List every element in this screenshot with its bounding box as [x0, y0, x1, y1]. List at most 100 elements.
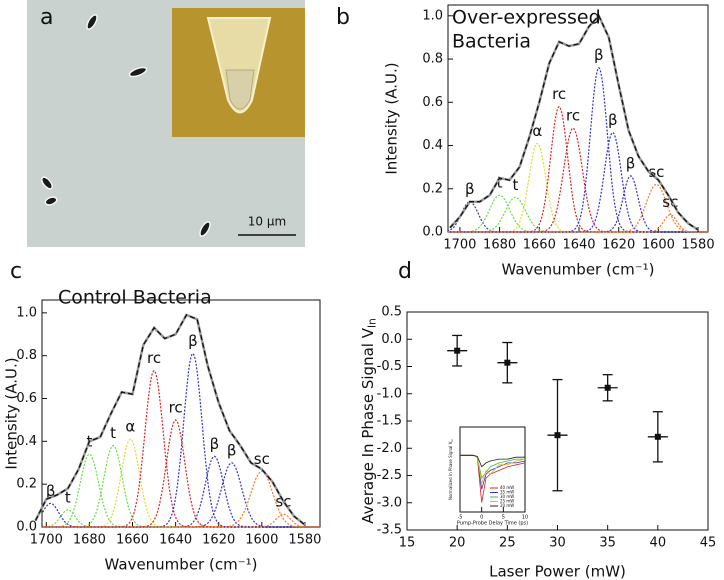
x-axis-label: Wavenumber (cm⁻¹): [502, 261, 655, 279]
legend-label: 20 mW: [500, 503, 514, 508]
y-tick-label: 0.0: [381, 332, 402, 347]
bacterium: [44, 196, 58, 206]
chart-title: Bacteria: [452, 31, 531, 53]
x-tick-label: 1600: [642, 238, 675, 253]
y-tick-label: 0.8: [16, 348, 37, 363]
peak-label: rc: [147, 349, 161, 367]
bacterium: [41, 176, 53, 190]
tube: [206, 17, 272, 114]
peak-label: β: [626, 154, 636, 172]
peak-label: β: [227, 441, 237, 459]
y-tick-label: 0.2: [422, 181, 443, 196]
bacterium: [199, 221, 211, 237]
y-tick-label: -2.0: [377, 441, 402, 456]
y-tick-label: 0.0: [16, 520, 37, 535]
panel-label: d: [398, 259, 412, 284]
series-line: [460, 454, 526, 484]
x-tick-label: 35: [599, 536, 616, 551]
y-tick-label: 0.4: [16, 434, 37, 449]
x-tick-label: 30: [549, 536, 566, 551]
fit-line: [449, 14, 699, 231]
chart-title: Control Bacteria: [58, 287, 212, 309]
x-tick-label: 1600: [245, 533, 278, 548]
plot-frame: [459, 426, 526, 513]
component-peak: [448, 142, 708, 233]
scale-bar-label: 10 μm: [248, 215, 286, 229]
peak-label: β: [594, 46, 604, 64]
point: [554, 432, 561, 439]
chart-title: Over-expressed: [452, 7, 601, 29]
y-axis-label: Intensity (A.U.): [3, 357, 21, 469]
x-tick-label: 25: [499, 536, 516, 551]
x-tick-label: 1620: [602, 238, 635, 253]
x-tick-label: 45: [700, 536, 717, 551]
y-tick-label: -3.0: [377, 495, 402, 510]
y-tick-label: 0.8: [422, 52, 443, 67]
component-peak: [42, 513, 320, 528]
x-axis-label: Pump-Probe Delay Time (ps): [457, 521, 528, 527]
x-tick-label: 0: [480, 515, 483, 521]
y-axis-label: Average In Phase Signal VIn: [359, 318, 379, 524]
y-axis-label: Normalized In Phase Signal VIn: [448, 439, 454, 500]
x-tick-label: 1580: [682, 238, 715, 253]
panel-label: c: [10, 259, 22, 284]
bacterium: [86, 14, 98, 30]
x-tick-label: 1620: [202, 533, 235, 548]
x-tick-label: 1700: [443, 238, 476, 253]
x-tick-label: 1640: [562, 238, 595, 253]
component-peak: [448, 214, 708, 233]
legend-label: 25 mW: [500, 499, 514, 504]
peak-label: t: [513, 176, 519, 194]
legend-label: 35 mW: [500, 490, 514, 495]
point: [604, 384, 611, 391]
y-tick-label: 1.0: [422, 8, 443, 23]
peak-label: β: [465, 180, 475, 198]
peak-label: β: [210, 435, 220, 453]
fit-line: [34, 314, 306, 526]
y-tick-label: 0.2: [16, 477, 37, 492]
y-tick-label: -1.5: [377, 414, 402, 429]
x-tick-label: 20: [449, 536, 466, 551]
panel-a: 10 μm a: [27, 0, 305, 247]
x-tick-label: 1660: [523, 238, 556, 253]
y-axis-label: Intensity (A.U.): [383, 62, 401, 174]
peak-label: rc: [552, 85, 566, 103]
x-tick-label: 1640: [159, 533, 192, 548]
peak-label: t: [110, 424, 116, 442]
x-tick-label: 5: [502, 515, 505, 521]
x-tick-label: 1680: [73, 533, 106, 548]
y-tick-label: 1.0: [16, 305, 37, 320]
x-axis-label: Laser Power (mW): [489, 563, 626, 580]
y-axis-label-subscript: In: [367, 318, 379, 328]
x-axis-label: Wavenumber (cm⁻¹): [105, 556, 258, 574]
peak-label: rc: [566, 107, 580, 125]
peak-label: sc: [254, 450, 270, 468]
component-peak: [448, 105, 708, 233]
y-tick-label: 0.4: [422, 138, 443, 153]
peak-label: β: [188, 332, 198, 350]
panel-label: a: [40, 5, 53, 30]
x-tick-label: 1680: [483, 238, 516, 253]
point: [504, 359, 511, 366]
series-line: [460, 454, 525, 468]
legend-label: 30 mW: [500, 494, 514, 499]
x-tick-label: 1580: [288, 533, 321, 548]
legend-label: 40 mW: [500, 485, 514, 490]
panel-label: b: [336, 5, 350, 30]
y-tick-label: -1.0: [377, 386, 402, 401]
point: [654, 433, 661, 440]
peak-label: β: [46, 482, 56, 500]
x-tick-label: 40: [650, 536, 667, 551]
peak-label: t: [497, 174, 503, 192]
y-tick-label: -2.5: [377, 468, 402, 483]
y-axis-label-subscript: In: [450, 439, 454, 442]
point: [454, 347, 461, 354]
peak-label: rc: [169, 398, 183, 416]
peak-label: β: [608, 111, 618, 129]
x-tick-label: 10: [522, 515, 528, 521]
y-tick-label: -0.5: [377, 359, 402, 374]
y-tick-label: 0.6: [422, 95, 443, 110]
x-tick-label: 1660: [116, 533, 149, 548]
y-tick-label: 0.6: [16, 391, 37, 406]
